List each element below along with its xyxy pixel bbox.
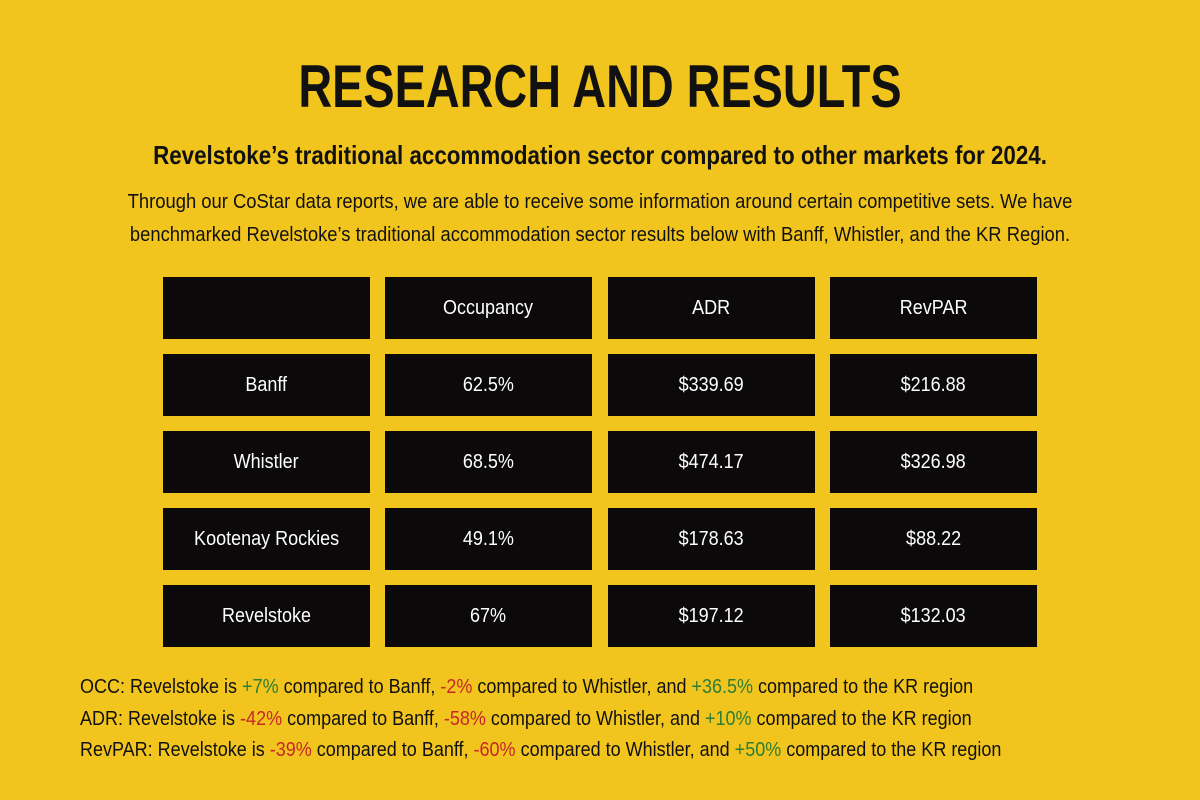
positive-value: +10% — [705, 707, 752, 730]
negative-value: -2% — [440, 676, 473, 698]
positive-value: +7% — [242, 676, 279, 698]
table-row-label: Banff — [163, 354, 370, 416]
table-header-cell-blank — [163, 277, 370, 339]
positive-value: +36.5% — [691, 676, 754, 698]
table-cell-adr: $178.63 — [608, 508, 815, 570]
table-cell-occupancy: 68.5% — [385, 431, 592, 493]
table-cell-adr: $339.69 — [608, 354, 815, 416]
intro-line: Through our CoStar data reports, we are … — [127, 191, 1073, 213]
table-header-occupancy: Occupancy — [385, 277, 592, 339]
table-cell-adr: $474.17 — [608, 431, 815, 493]
intro-line: benchmarked Revelstoke’s traditional acc… — [129, 224, 1071, 246]
table-row-label: Kootenay Rockies — [163, 508, 370, 570]
note-adr: ADR: Revelstoke is -42% compared to Banf… — [80, 707, 972, 730]
table-cell-occupancy: 49.1% — [385, 508, 592, 570]
page-title: RESEARCH AND RESULTS — [298, 53, 902, 120]
intro-paragraph: Through our CoStar data reports, we are … — [48, 186, 1152, 252]
page-subtitle: Revelstoke’s traditional accommodation s… — [153, 140, 1047, 170]
table-cell-occupancy: 62.5% — [385, 354, 592, 416]
table-row-label: Revelstoke — [163, 585, 370, 647]
negative-value: -58% — [443, 707, 486, 730]
negative-value: -39% — [269, 739, 312, 761]
note-occ: OCC: Revelstoke is +7% compared to Banff… — [80, 676, 974, 698]
table-header-revpar: RevPAR — [830, 277, 1037, 339]
comparison-notes: OCC: Revelstoke is +7% compared to Banff… — [80, 672, 1180, 767]
positive-value: +50% — [734, 739, 782, 761]
table-cell-revpar: $216.88 — [830, 354, 1037, 416]
table-cell-revpar: $88.22 — [830, 508, 1037, 570]
table-cell-adr: $197.12 — [608, 585, 815, 647]
table-header-adr: ADR — [608, 277, 815, 339]
table-cell-revpar: $132.03 — [830, 585, 1037, 647]
negative-value: -60% — [473, 739, 516, 761]
table-cell-occupancy: 67% — [385, 585, 592, 647]
negative-value: -42% — [240, 707, 283, 730]
table-cell-revpar: $326.98 — [830, 431, 1037, 493]
comparison-table: Occupancy ADR RevPAR Banff 62.5% $339.69… — [163, 277, 1038, 647]
table-row-label: Whistler — [163, 431, 370, 493]
note-revpar: RevPAR: Revelstoke is -39% compared to B… — [80, 739, 1002, 761]
